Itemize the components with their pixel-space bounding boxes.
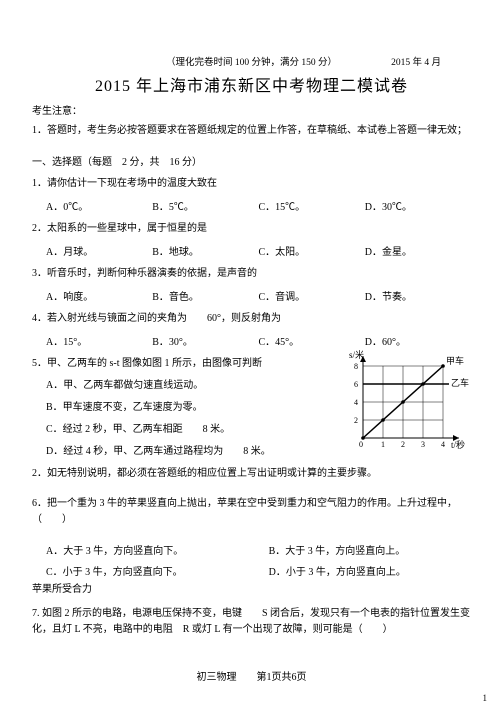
svg-text:6: 6 (354, 380, 358, 389)
q3-opt-b: B．音色。 (152, 288, 258, 303)
svg-text:0: 0 (359, 440, 363, 449)
q6-opt-a: A．大于 3 牛，方向竖直向下。 (46, 542, 269, 557)
q3-opt-a: A．响度。 (46, 288, 152, 303)
chart-xlabel: t/秒 (451, 439, 465, 450)
q1-opt-a: A．0℃。 (46, 198, 152, 213)
svg-text:4: 4 (354, 398, 358, 407)
rule-1: 1．答题时，考生务必按答题要求在答题纸规定的位置上作答，在草稿纸、本试卷上答题一… (32, 123, 471, 139)
q3-opt-d: D．节奏。 (365, 288, 471, 303)
q2-opt-c: C．太阳。 (259, 243, 365, 258)
q1-opt-b: B．5℃。 (152, 198, 258, 213)
page-number: 1 (483, 693, 488, 703)
svg-text:1: 1 (381, 440, 385, 449)
q2-opt-d: D．金星。 (365, 243, 471, 258)
q3-opt-c: C．音调。 (259, 288, 365, 303)
q4-opt-a: A．15°。 (46, 333, 152, 348)
chart-ylabel: s/米 (349, 350, 364, 360)
q6-opt-c: C．小于 3 牛，方向竖直向下。 (46, 563, 269, 578)
q1-opt-d: D．30℃。 (365, 198, 471, 213)
q4-opt-d: D．60°。 (365, 333, 471, 348)
svg-text:2: 2 (354, 416, 358, 425)
chart-car1: 甲车 (446, 355, 464, 366)
page-footer: 初三物理 第1页共6页 (0, 668, 503, 683)
rule-2: 2．如无特别说明，都必须在答题纸的相应位置上写出证明或计算的主要步骤。 (32, 466, 471, 482)
exam-subtitle: （理化完卷时间 100 分钟，满分 150 分） (166, 58, 337, 68)
svg-text:2: 2 (401, 440, 405, 449)
q5-opt-c: C．经过 2 秒，甲、乙两车相距 8 米。 (32, 422, 312, 438)
q4-opt-c: C．45°。 (259, 333, 365, 348)
section-1-title: 一、选择题（每题 2 分，共 16 分） (32, 153, 471, 168)
question-3: 3．听音乐时，判断何种乐器演奏的依据，是声音的 (32, 266, 471, 282)
svg-text:8: 8 (354, 362, 358, 371)
q6-tail: 苹果所受合力 (32, 582, 471, 598)
question-2: 2．太阳系的一些星球中，属于恒星的是 (32, 221, 471, 237)
question-7: 7. 如图 2 所示的电路，电源电压保持不变，电键 S 闭合后，发现只有一个电表… (32, 606, 471, 638)
st-chart: s/米 t/秒 甲车 乙车 2 4 6 8 0 1 2 3 4 (341, 350, 471, 458)
q4-opt-b: B．30°。 (152, 333, 258, 348)
question-6: 6．把一个重为 3 牛的苹果竖直向上抛出，苹果在空中受到重力和空气阻力的作用。上… (32, 496, 471, 528)
q2-opt-a: A．月球。 (46, 243, 152, 258)
q5-opt-a: A．甲、乙两车都做匀速直线运动。 (32, 378, 312, 394)
exam-title: 2015 年上海市浦东新区中考物理二模试卷 (32, 72, 471, 96)
question-4: 4．若入射光线与镜面之间的夹角为 60°，则反射角为 (32, 311, 471, 327)
q5-opt-d: D．经过 4 秒，甲、乙两车通过路程均为 8 米。 (32, 444, 312, 460)
q5-opt-b: B．甲车速度不变，乙车速度为零。 (32, 400, 312, 416)
exam-date: 2015 年 4 月 (391, 54, 441, 68)
svg-text:3: 3 (421, 440, 425, 449)
question-1: 1．请你估计一下现在考场中的温度大致在 (32, 176, 471, 192)
q2-opt-b: B．地球。 (152, 243, 258, 258)
q1-opt-c: C．15℃。 (259, 198, 365, 213)
q6-opt-b: B．大于 3 牛，方向竖直向上。 (269, 542, 471, 557)
notice-label: 考生注意： (32, 102, 471, 117)
svg-text:4: 4 (441, 440, 445, 449)
q6-opt-d: D．小于 3 牛，方向竖直向上。 (269, 563, 471, 578)
chart-car2: 乙车 (451, 377, 469, 388)
